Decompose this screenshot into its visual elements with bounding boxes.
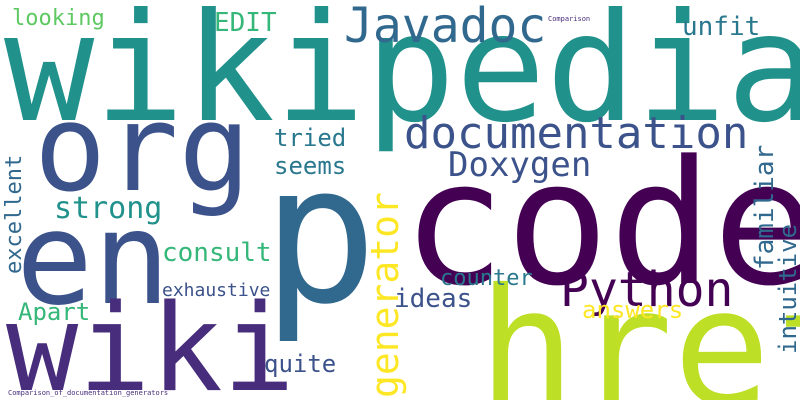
word-en: en xyxy=(16,185,171,334)
word-wikipedia: wikipedia xyxy=(4,0,800,156)
word-excellent: excellent xyxy=(2,154,27,274)
word-org: org xyxy=(34,80,251,219)
word-comparison: Comparison xyxy=(548,15,591,23)
word-quite: quite xyxy=(264,350,337,378)
word-counter: counter xyxy=(440,266,533,291)
word-comparison-of-documentation-generators: Comparison_of_documentation_generators xyxy=(8,389,169,397)
word-edit: EDIT xyxy=(214,8,277,38)
word-seems: seems xyxy=(274,152,347,180)
word-intuitive: intuitive xyxy=(774,223,800,354)
word-documentation: documentation xyxy=(404,108,749,159)
word-code: code xyxy=(402,123,800,324)
word-p: p xyxy=(262,124,378,347)
word-apart: Apart xyxy=(18,298,91,326)
word-python: Python xyxy=(560,262,734,318)
word-ideas: ideas xyxy=(394,284,473,314)
word-javadoc: Javadoc xyxy=(344,0,547,54)
word-exhaustive: exhaustive xyxy=(162,280,271,301)
word-doxygen: Doxygen xyxy=(448,145,592,185)
word-tried: tried xyxy=(274,124,347,152)
word-wiki: wiki xyxy=(6,280,295,400)
word-consult: consult xyxy=(162,238,272,268)
word-strong: strong xyxy=(54,191,163,226)
word-looking: looking xyxy=(12,6,105,31)
word-answers: answers xyxy=(582,296,684,324)
word-unfit: unfit xyxy=(682,12,761,42)
word-href: href xyxy=(478,255,800,400)
